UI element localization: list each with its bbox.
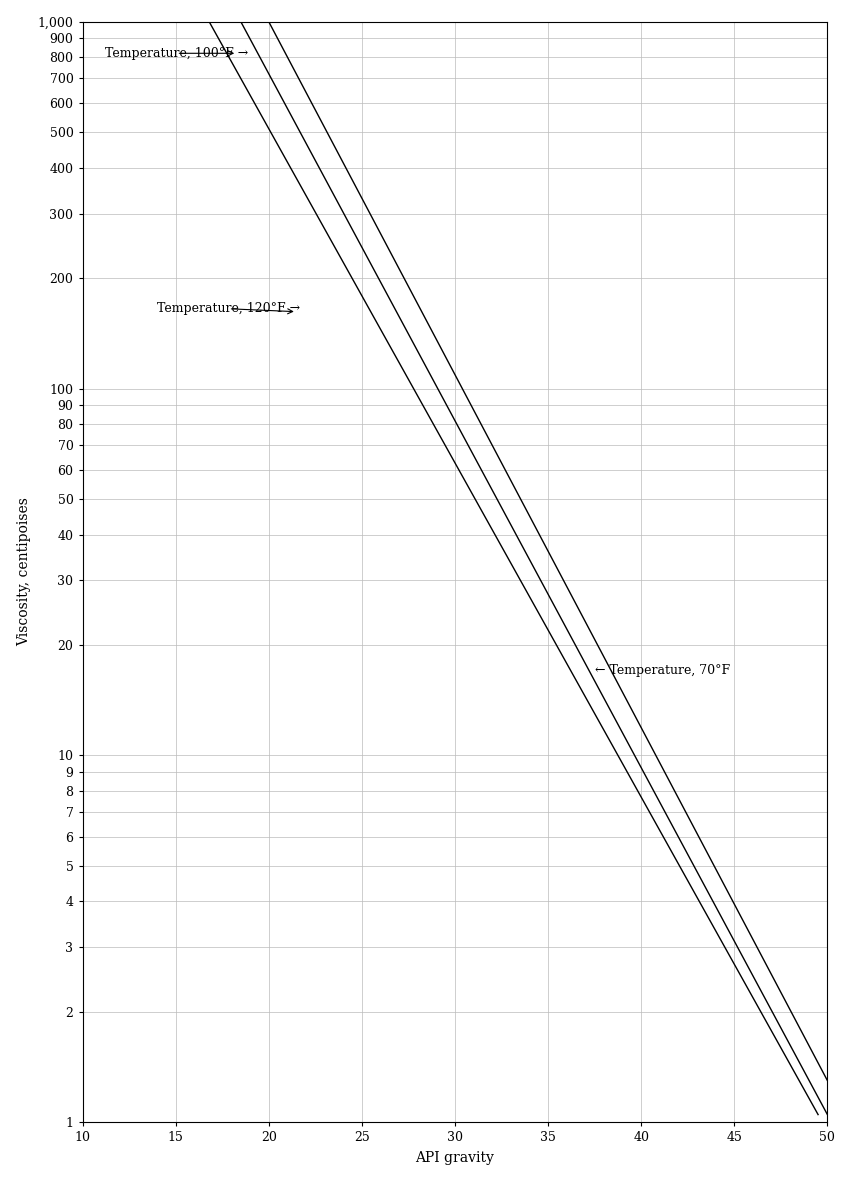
Y-axis label: Viscosity, centipoises: Viscosity, centipoises [17, 498, 31, 647]
Text: Temperature, 100°F →: Temperature, 100°F → [105, 47, 248, 60]
Text: ← Temperature, 70°F: ← Temperature, 70°F [595, 664, 730, 677]
Text: Temperature, 120°F →: Temperature, 120°F → [157, 303, 300, 316]
X-axis label: API gravity: API gravity [416, 1151, 494, 1165]
